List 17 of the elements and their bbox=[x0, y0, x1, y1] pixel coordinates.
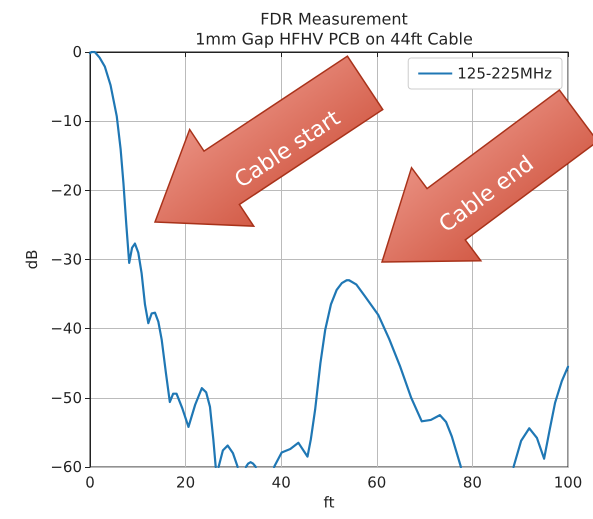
x-tick-label: 60 bbox=[367, 474, 386, 492]
y-tick-label: −40 bbox=[50, 320, 82, 338]
x-tick-label: 40 bbox=[272, 474, 291, 492]
y-tick-label: −30 bbox=[50, 250, 82, 268]
legend-label: 125-225MHz bbox=[457, 64, 552, 82]
y-axis-title: dB bbox=[22, 250, 41, 270]
x-tick-label: 100 bbox=[554, 474, 582, 492]
x-tick-label: 20 bbox=[176, 474, 196, 492]
chart-title: FDR Measurement 1mm Gap HFHV PCB on 44ft Cable bbox=[195, 10, 473, 48]
x-tick-label: 0 bbox=[85, 474, 95, 492]
x-tick-label: 80 bbox=[462, 474, 482, 492]
y-tick-label: −60 bbox=[50, 458, 82, 476]
y-tick-label: −10 bbox=[50, 112, 82, 130]
x-axis-title: ft bbox=[324, 494, 335, 512]
y-tick-label: −50 bbox=[50, 388, 82, 407]
y-tick-label: −20 bbox=[50, 181, 82, 200]
y-tick-label: 0 bbox=[72, 43, 82, 61]
